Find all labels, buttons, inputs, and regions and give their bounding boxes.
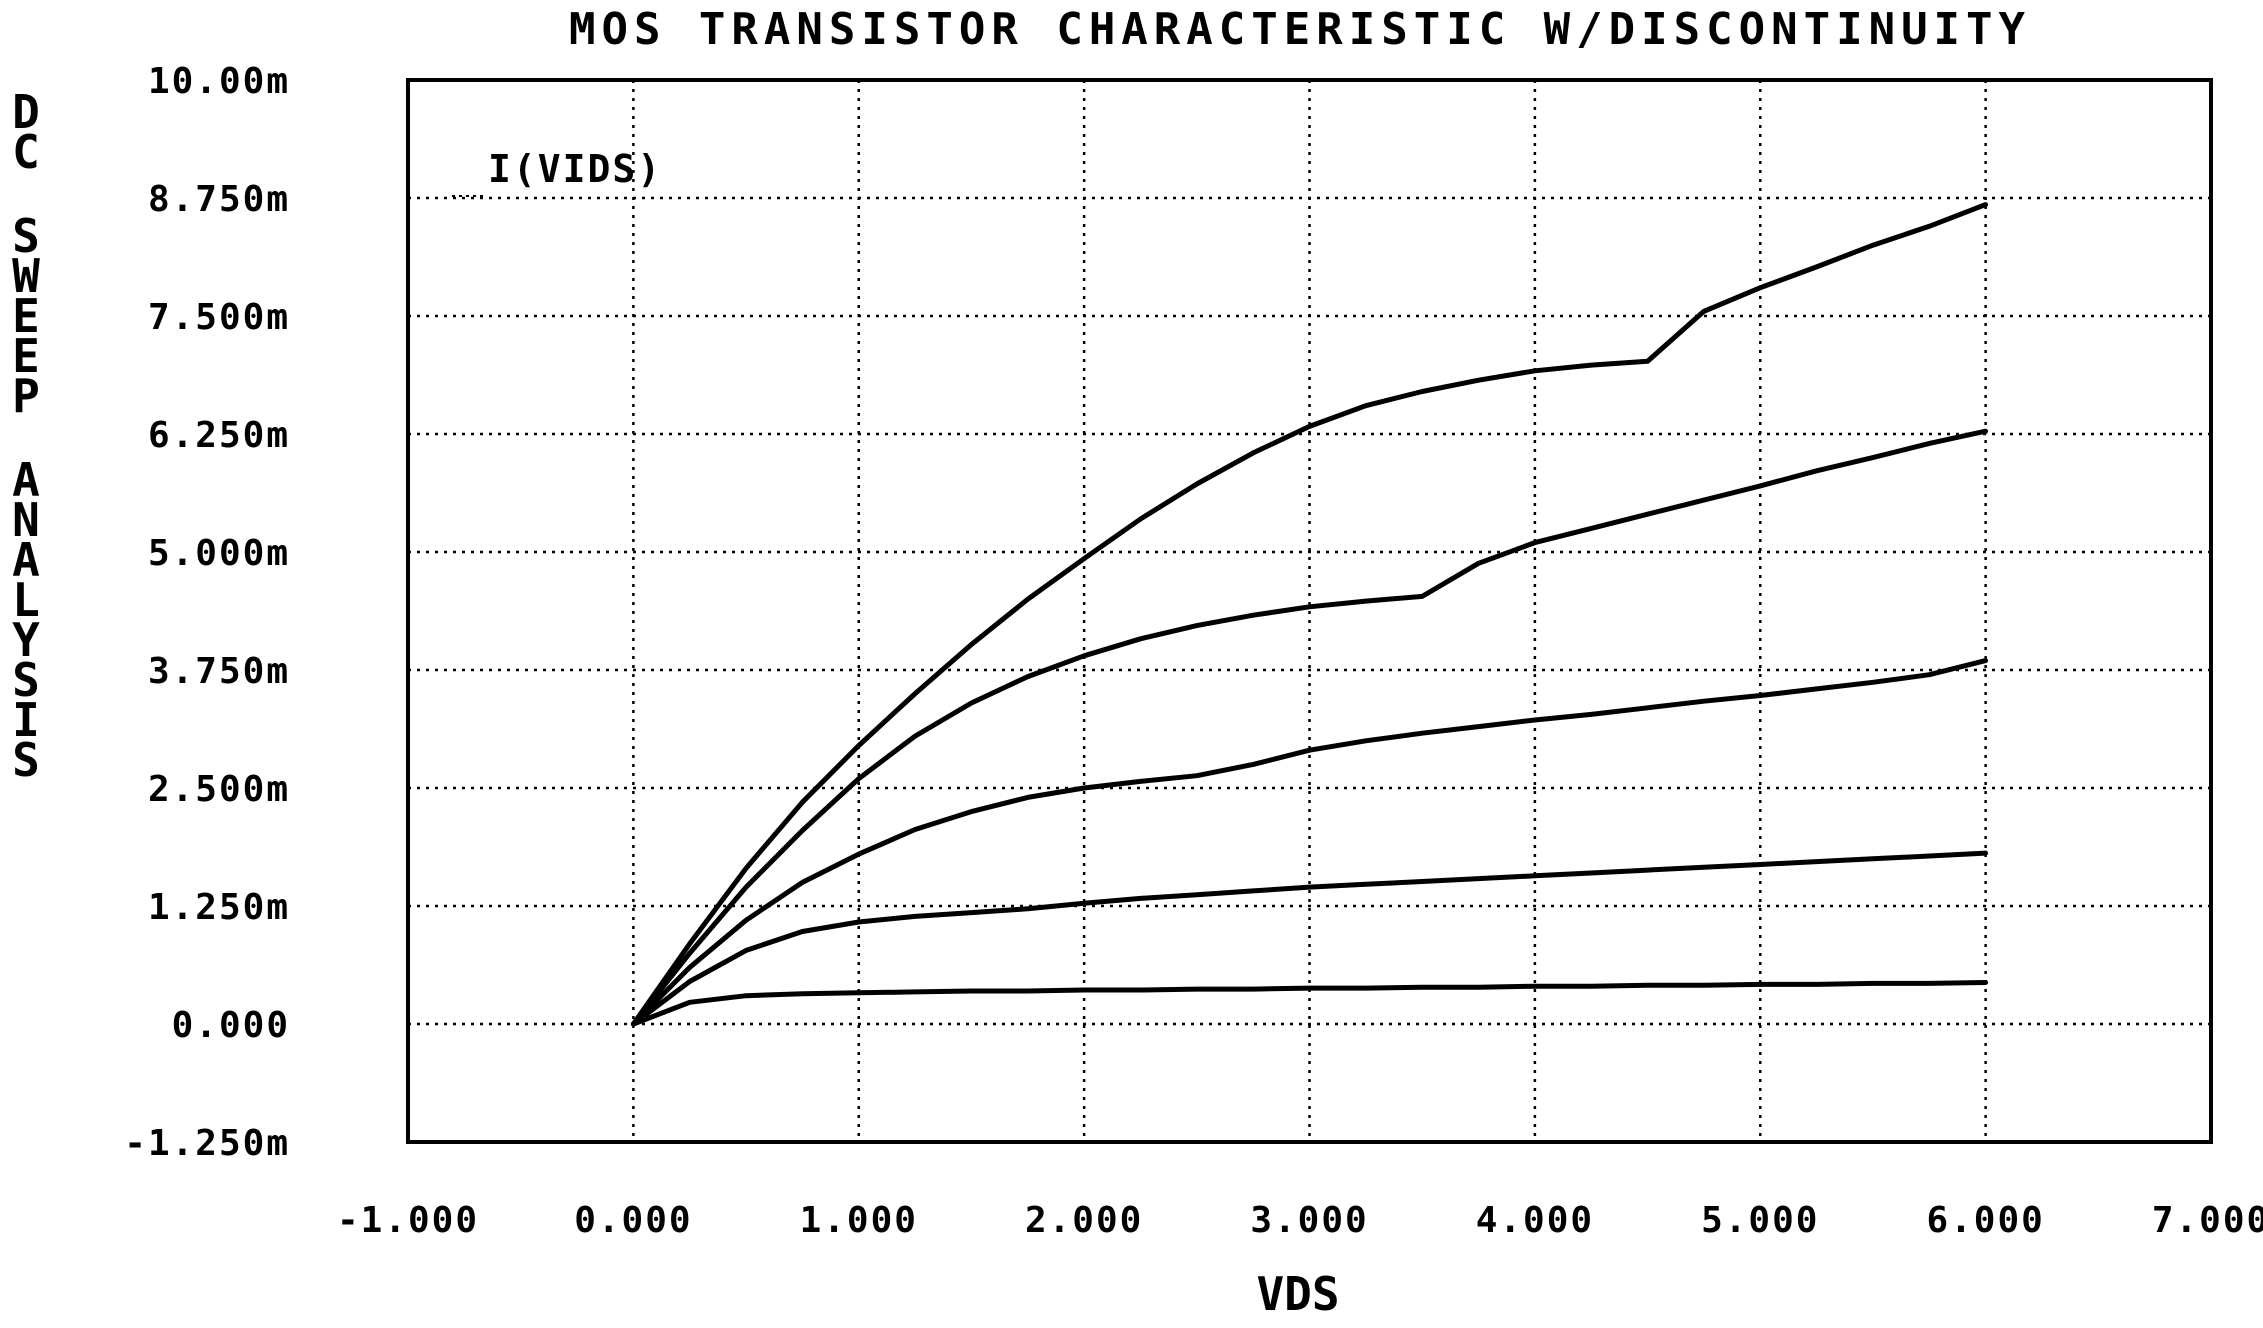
y-axis-label-char: E [12, 289, 40, 343]
y-axis-ticks: 10.00m 8.750m 7.500m 6.250m 5.000m 3.750m 2.50… [124, 61, 290, 1164]
y-axis-label-char: E [12, 329, 40, 383]
y-tick-label: 6.250m [148, 415, 290, 456]
y-tick-label: 10.00m [148, 61, 290, 102]
y-axis-label-char: S [12, 733, 40, 787]
x-tick-label: 0.000 [574, 1200, 692, 1241]
x-tick-label: -1.000 [337, 1200, 479, 1241]
series-line [630, 850, 1989, 1027]
plot-frame [406, 78, 2213, 1144]
y-axis-label-char: Y [12, 613, 40, 667]
y-axis-label-char: P [12, 369, 40, 423]
series-line [630, 658, 1989, 1027]
y-tick-label: 0.000 [172, 1005, 290, 1046]
x-tick-label: 7.000 [2152, 1200, 2263, 1241]
x-axis-ticks: -1.000 0.000 1.000 2.000 3.000 4.000 5.000 6.00… [337, 1200, 2263, 1241]
series-line [630, 428, 1989, 1027]
x-axis-label: VDS [1256, 1267, 1339, 1321]
x-tick-label: 1.000 [800, 1200, 918, 1241]
y-axis-label-char: S [12, 653, 40, 707]
y-axis-label-char: S [12, 209, 40, 263]
y-tick-label: -1.250m [124, 1123, 290, 1164]
y-axis-label-char: A [12, 533, 40, 587]
y-axis-label-char: C [12, 125, 40, 179]
x-tick-label: 5.000 [1701, 1200, 1819, 1241]
series-line [630, 980, 1989, 1027]
x-tick-label: 3.000 [1250, 1200, 1368, 1241]
y-axis-label-char: N [12, 493, 40, 547]
y-axis-label-char: L [12, 573, 40, 627]
y-axis-label-char: D [12, 85, 40, 139]
series-label: I(VIDS) [488, 147, 662, 191]
y-tick-label: 2.500m [148, 769, 290, 810]
y-tick-label: 5.000m [148, 533, 290, 574]
series-line [630, 202, 1989, 1027]
y-tick-label: 3.750m [148, 651, 290, 692]
x-tick-label: 2.000 [1025, 1200, 1143, 1241]
grid [408, 80, 2211, 1142]
y-tick-label: 8.750m [148, 179, 290, 220]
chart-title: MOS TRANSISTOR CHARACTERISTIC W/DISCONTI… [569, 4, 2031, 55]
y-axis-label-char: A [12, 453, 40, 507]
y-axis-label-char: W [12, 249, 40, 303]
y-axis-label-char: I [12, 693, 40, 747]
y-tick-label: 1.250m [148, 887, 290, 928]
x-tick-label: 6.000 [1926, 1200, 2044, 1241]
y-tick-label: 7.500m [148, 297, 290, 338]
x-tick-label: 4.000 [1476, 1200, 1594, 1241]
series-group [630, 202, 1989, 1027]
